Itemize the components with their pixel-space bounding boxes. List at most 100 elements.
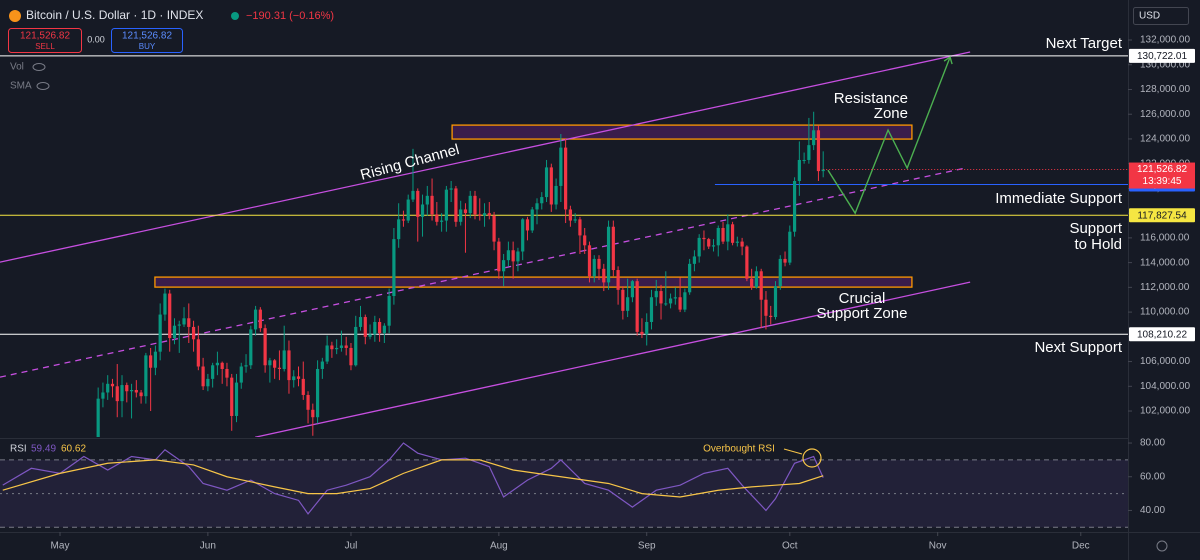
candle-body bbox=[807, 145, 811, 160]
candle-body bbox=[459, 209, 463, 222]
candle-body bbox=[344, 345, 348, 348]
market-status bbox=[231, 12, 239, 20]
projection-path bbox=[827, 56, 951, 215]
candle-body bbox=[454, 188, 458, 222]
candle-body bbox=[420, 204, 425, 217]
annotation: Crucial bbox=[839, 290, 886, 307]
candle-body bbox=[320, 361, 324, 369]
candle-body bbox=[678, 297, 682, 310]
candle-body bbox=[106, 383, 110, 393]
candle-body bbox=[587, 245, 592, 277]
x-tick-label: Aug bbox=[490, 541, 508, 552]
candle-body bbox=[692, 256, 697, 264]
candle-body bbox=[187, 318, 191, 327]
candle-body bbox=[416, 190, 420, 217]
visibility-icon[interactable] bbox=[36, 82, 50, 90]
y-tick-label: 116,000.00 bbox=[1140, 233, 1190, 244]
visibility-icon[interactable] bbox=[32, 63, 46, 71]
indicator-vol[interactable]: Vol bbox=[10, 62, 24, 73]
candle-body bbox=[406, 199, 410, 221]
symbol: Bitcoin / U.S. Dollar · 1D · INDEX bbox=[26, 8, 203, 22]
candle-body bbox=[759, 271, 763, 300]
y-tick-label: 126,000.00 bbox=[1140, 109, 1190, 120]
candle-body bbox=[792, 180, 797, 232]
x-tick-label: Jun bbox=[200, 541, 216, 552]
channel-line bbox=[0, 51, 971, 263]
candle-body bbox=[358, 317, 363, 327]
annotation: Support bbox=[1069, 220, 1122, 237]
spread: 0.00 bbox=[87, 34, 105, 44]
candle-body bbox=[258, 309, 262, 329]
candle-body bbox=[125, 385, 129, 392]
y-tick-label: 128,000.00 bbox=[1140, 84, 1190, 95]
currency-select[interactable] bbox=[1133, 7, 1189, 25]
candle-body bbox=[597, 258, 601, 269]
channel-line bbox=[254, 281, 971, 437]
currency: USD bbox=[1139, 11, 1160, 22]
candle-body bbox=[182, 318, 186, 325]
candle-body bbox=[215, 362, 220, 366]
rsi-value: 59.49 bbox=[31, 444, 56, 455]
candle-body bbox=[502, 260, 506, 272]
candle-body bbox=[315, 368, 320, 418]
candle-body bbox=[559, 147, 563, 186]
y-tick-label: 114,000.00 bbox=[1140, 257, 1190, 268]
candle-body bbox=[616, 270, 620, 290]
candle-body bbox=[688, 263, 692, 293]
coin-icon bbox=[9, 10, 21, 22]
rsi-tick-label: 40.00 bbox=[1140, 505, 1165, 516]
last-price-badge bbox=[1129, 162, 1195, 189]
candle-body bbox=[764, 299, 768, 316]
candle-body bbox=[263, 328, 267, 366]
y-tick-label: 132,000.00 bbox=[1140, 35, 1190, 46]
countdown: 13:39:45 bbox=[1143, 176, 1182, 187]
x-tick-label: Oct bbox=[782, 541, 798, 552]
candle-body bbox=[521, 219, 525, 252]
candle-body bbox=[573, 219, 577, 221]
candle-body bbox=[153, 351, 158, 368]
candle-body bbox=[211, 365, 215, 379]
last-price-label: 121,526.82 bbox=[1137, 164, 1187, 175]
candle-body bbox=[387, 296, 391, 326]
candle-body bbox=[301, 378, 305, 395]
candle-body bbox=[611, 226, 615, 271]
candle-body bbox=[253, 309, 258, 330]
level-badge bbox=[1129, 208, 1195, 223]
candle-body bbox=[711, 245, 716, 247]
candle-body bbox=[149, 355, 153, 368]
candle-body bbox=[282, 350, 286, 369]
candle-body bbox=[716, 227, 720, 246]
y-tick-label: 112,000.00 bbox=[1140, 282, 1190, 293]
settings-icon[interactable] bbox=[1156, 540, 1168, 552]
candle-body bbox=[769, 315, 773, 318]
candle-body bbox=[339, 345, 344, 348]
price-change: −190.31 (−0.16%) bbox=[246, 10, 334, 22]
candle-body bbox=[220, 362, 224, 369]
candle-body bbox=[630, 281, 635, 298]
candle-body bbox=[134, 390, 138, 393]
candle-body bbox=[377, 321, 382, 334]
candle-body bbox=[549, 167, 553, 205]
sell-button[interactable] bbox=[8, 28, 82, 53]
candle-body bbox=[578, 219, 582, 236]
candle-body bbox=[564, 147, 568, 210]
candle-body bbox=[168, 293, 172, 339]
candle-body bbox=[287, 350, 291, 381]
buy-button[interactable] bbox=[111, 28, 183, 53]
candle-body bbox=[750, 278, 754, 288]
candle-body bbox=[191, 326, 196, 340]
candle-body bbox=[425, 195, 429, 205]
candle-body bbox=[101, 392, 105, 399]
candle-body bbox=[735, 241, 739, 243]
candle-body bbox=[664, 303, 668, 305]
candle-body bbox=[206, 378, 210, 387]
candle-body bbox=[96, 398, 100, 437]
y-tick-label: 124,000.00 bbox=[1140, 134, 1190, 145]
candle-body bbox=[730, 224, 735, 243]
candle-body bbox=[201, 366, 205, 387]
candle-body bbox=[702, 237, 706, 240]
rsi-label: RSI bbox=[10, 444, 27, 455]
rsi-line bbox=[2, 459, 824, 498]
candle-body bbox=[468, 195, 472, 214]
